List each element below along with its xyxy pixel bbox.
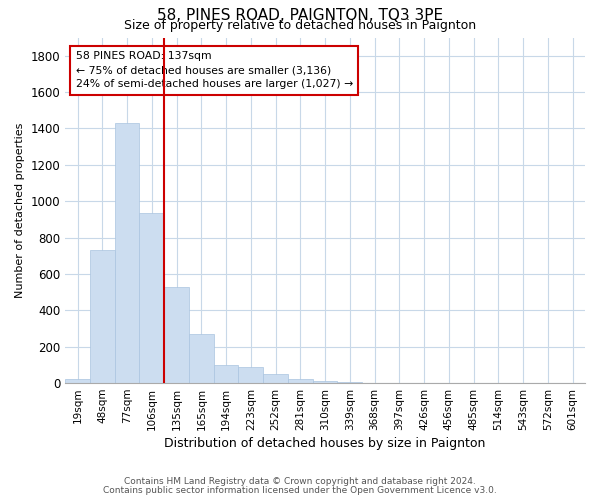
- Text: Contains HM Land Registry data © Crown copyright and database right 2024.: Contains HM Land Registry data © Crown c…: [124, 477, 476, 486]
- Bar: [90, 250, 115, 383]
- Text: Size of property relative to detached houses in Paignton: Size of property relative to detached ho…: [124, 18, 476, 32]
- Text: Contains public sector information licensed under the Open Government Licence v3: Contains public sector information licen…: [103, 486, 497, 495]
- Bar: [65, 380, 90, 383]
- Bar: [115, 123, 139, 383]
- Bar: [139, 213, 164, 383]
- X-axis label: Distribution of detached houses by size in Paignton: Distribution of detached houses by size …: [164, 437, 486, 450]
- Bar: [214, 365, 238, 383]
- Y-axis label: Number of detached properties: Number of detached properties: [15, 122, 25, 298]
- Bar: [238, 366, 263, 383]
- Bar: [164, 286, 189, 383]
- Bar: [337, 382, 362, 383]
- Text: 58, PINES ROAD, PAIGNTON, TQ3 3PE: 58, PINES ROAD, PAIGNTON, TQ3 3PE: [157, 8, 443, 22]
- Bar: [288, 378, 313, 383]
- Bar: [189, 334, 214, 383]
- Bar: [313, 382, 337, 383]
- Text: 58 PINES ROAD: 137sqm
← 75% of detached houses are smaller (3,136)
24% of semi-d: 58 PINES ROAD: 137sqm ← 75% of detached …: [76, 52, 353, 90]
- Bar: [263, 374, 288, 383]
